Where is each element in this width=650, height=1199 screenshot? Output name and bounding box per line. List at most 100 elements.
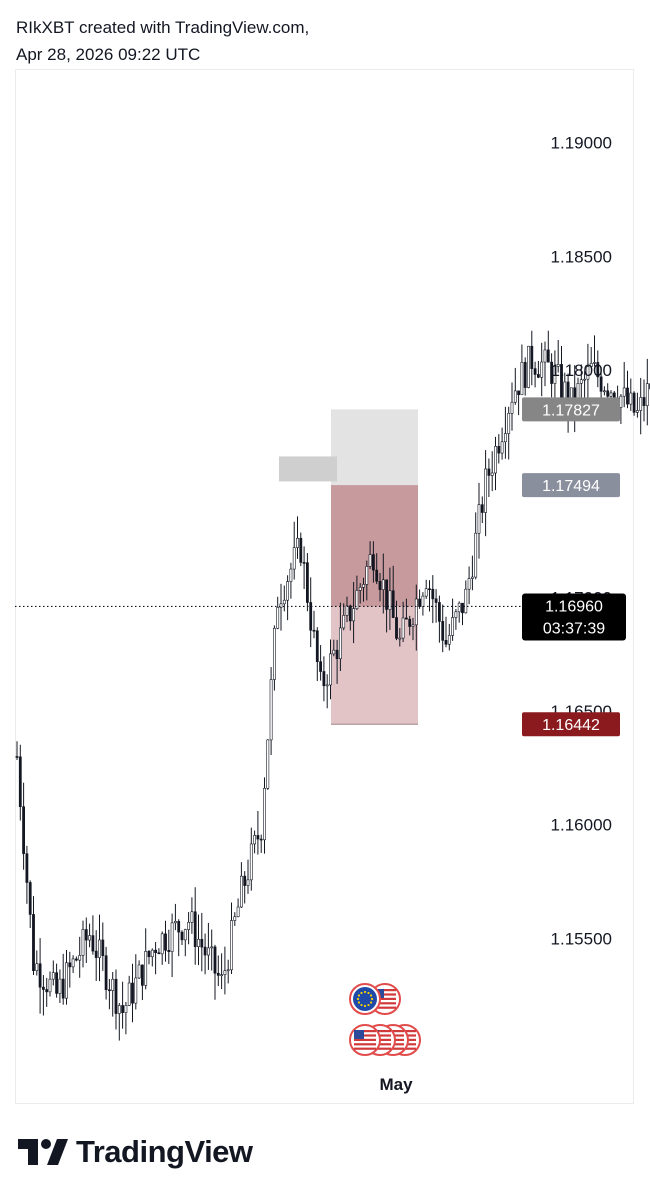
candle: [352, 581, 356, 644]
candle: [240, 862, 243, 908]
candle: [246, 859, 250, 894]
candle: [174, 903, 177, 931]
candle: [167, 929, 171, 964]
candle: [447, 623, 451, 651]
candle: [157, 948, 161, 955]
price-axis: 1.190001.185001.180001.175001.170001.165…: [551, 134, 612, 949]
candle: [41, 975, 45, 1016]
candle: [315, 627, 319, 682]
candle: [358, 583, 362, 604]
candle: [75, 956, 78, 962]
candle: [619, 394, 623, 424]
candle: [164, 920, 167, 962]
eu-flag-icon[interactable]: [349, 983, 381, 1015]
y-tick-label: 1.16000: [551, 816, 612, 835]
candle: [388, 567, 392, 630]
candle: [45, 978, 49, 1007]
candle: [589, 347, 593, 368]
candle: [599, 367, 603, 399]
us-flag-icon[interactable]: [349, 1024, 381, 1056]
candle: [319, 645, 323, 681]
svg-text:1.17494: 1.17494: [542, 478, 600, 495]
chart-frame: [15, 69, 634, 1104]
candle: [457, 601, 461, 623]
candle: [279, 583, 283, 631]
candle: [183, 928, 187, 957]
candle: [454, 608, 458, 630]
candle: [150, 948, 154, 967]
candle: [302, 546, 306, 590]
candle: [395, 600, 398, 641]
y-tick-label: 1.18500: [551, 247, 612, 266]
candle: [263, 777, 266, 854]
candle: [533, 361, 537, 388]
candle: [18, 744, 22, 821]
candle: [253, 830, 257, 854]
candle: [474, 512, 478, 580]
candle: [170, 913, 174, 978]
candle: [523, 357, 527, 396]
candle: [408, 615, 412, 636]
candle: [256, 811, 260, 855]
candle: [342, 603, 346, 631]
candle: [632, 391, 636, 416]
candle: [480, 496, 484, 524]
candle: [127, 975, 131, 1007]
candle: [507, 406, 511, 460]
candle: [276, 596, 280, 630]
candle: [220, 953, 224, 990]
candle: [385, 579, 389, 633]
candle: [365, 560, 369, 601]
candle: [71, 955, 75, 973]
header-date-line: Apr 28, 2026 09:22 UTC: [16, 45, 201, 64]
candle: [378, 572, 382, 602]
candle: [299, 532, 303, 567]
candle: [84, 917, 88, 963]
candle: [626, 370, 629, 409]
candle: [94, 930, 98, 982]
candle: [81, 920, 85, 968]
candle: [355, 575, 359, 611]
x-axis-label-may: May: [379, 1075, 413, 1094]
candle: [494, 436, 497, 491]
candle: [289, 562, 293, 599]
candle: [368, 541, 372, 569]
candle: [414, 584, 418, 651]
candle: [282, 585, 286, 612]
candle: [602, 386, 606, 396]
candle: [108, 979, 111, 1010]
candle: [65, 949, 68, 1005]
economic-events: [349, 983, 421, 1056]
candle: [190, 897, 194, 934]
candle: [58, 969, 62, 1004]
candle: [22, 782, 26, 870]
candle: [503, 406, 507, 459]
candle: [160, 931, 164, 965]
y-tick-label: 1.18000: [551, 361, 612, 380]
svg-text:1.17827: 1.17827: [542, 402, 600, 419]
candle: [35, 950, 39, 976]
candle: [639, 377, 643, 435]
candle: [91, 915, 95, 955]
candle: [593, 335, 596, 367]
candle: [553, 350, 557, 405]
candle: [329, 639, 332, 700]
candle: [428, 580, 431, 612]
chart-header: RIkXBT created with TradingView.com, Apr…: [16, 14, 309, 68]
candle: [226, 959, 230, 984]
profit-zone-filled: [331, 485, 418, 607]
candle: [477, 482, 481, 559]
candle: [98, 914, 101, 982]
candle: [586, 343, 590, 400]
candle: [470, 555, 474, 591]
candle: [243, 871, 247, 904]
candle: [154, 942, 158, 975]
candle: [144, 928, 148, 990]
candle: [48, 971, 52, 997]
price-badges: 1.17827 1.17494 1.16442 1.16960 03:37:39: [522, 397, 626, 737]
candle: [583, 371, 587, 402]
candle: [177, 919, 181, 957]
candle: [114, 969, 118, 1030]
candle: [362, 577, 365, 602]
